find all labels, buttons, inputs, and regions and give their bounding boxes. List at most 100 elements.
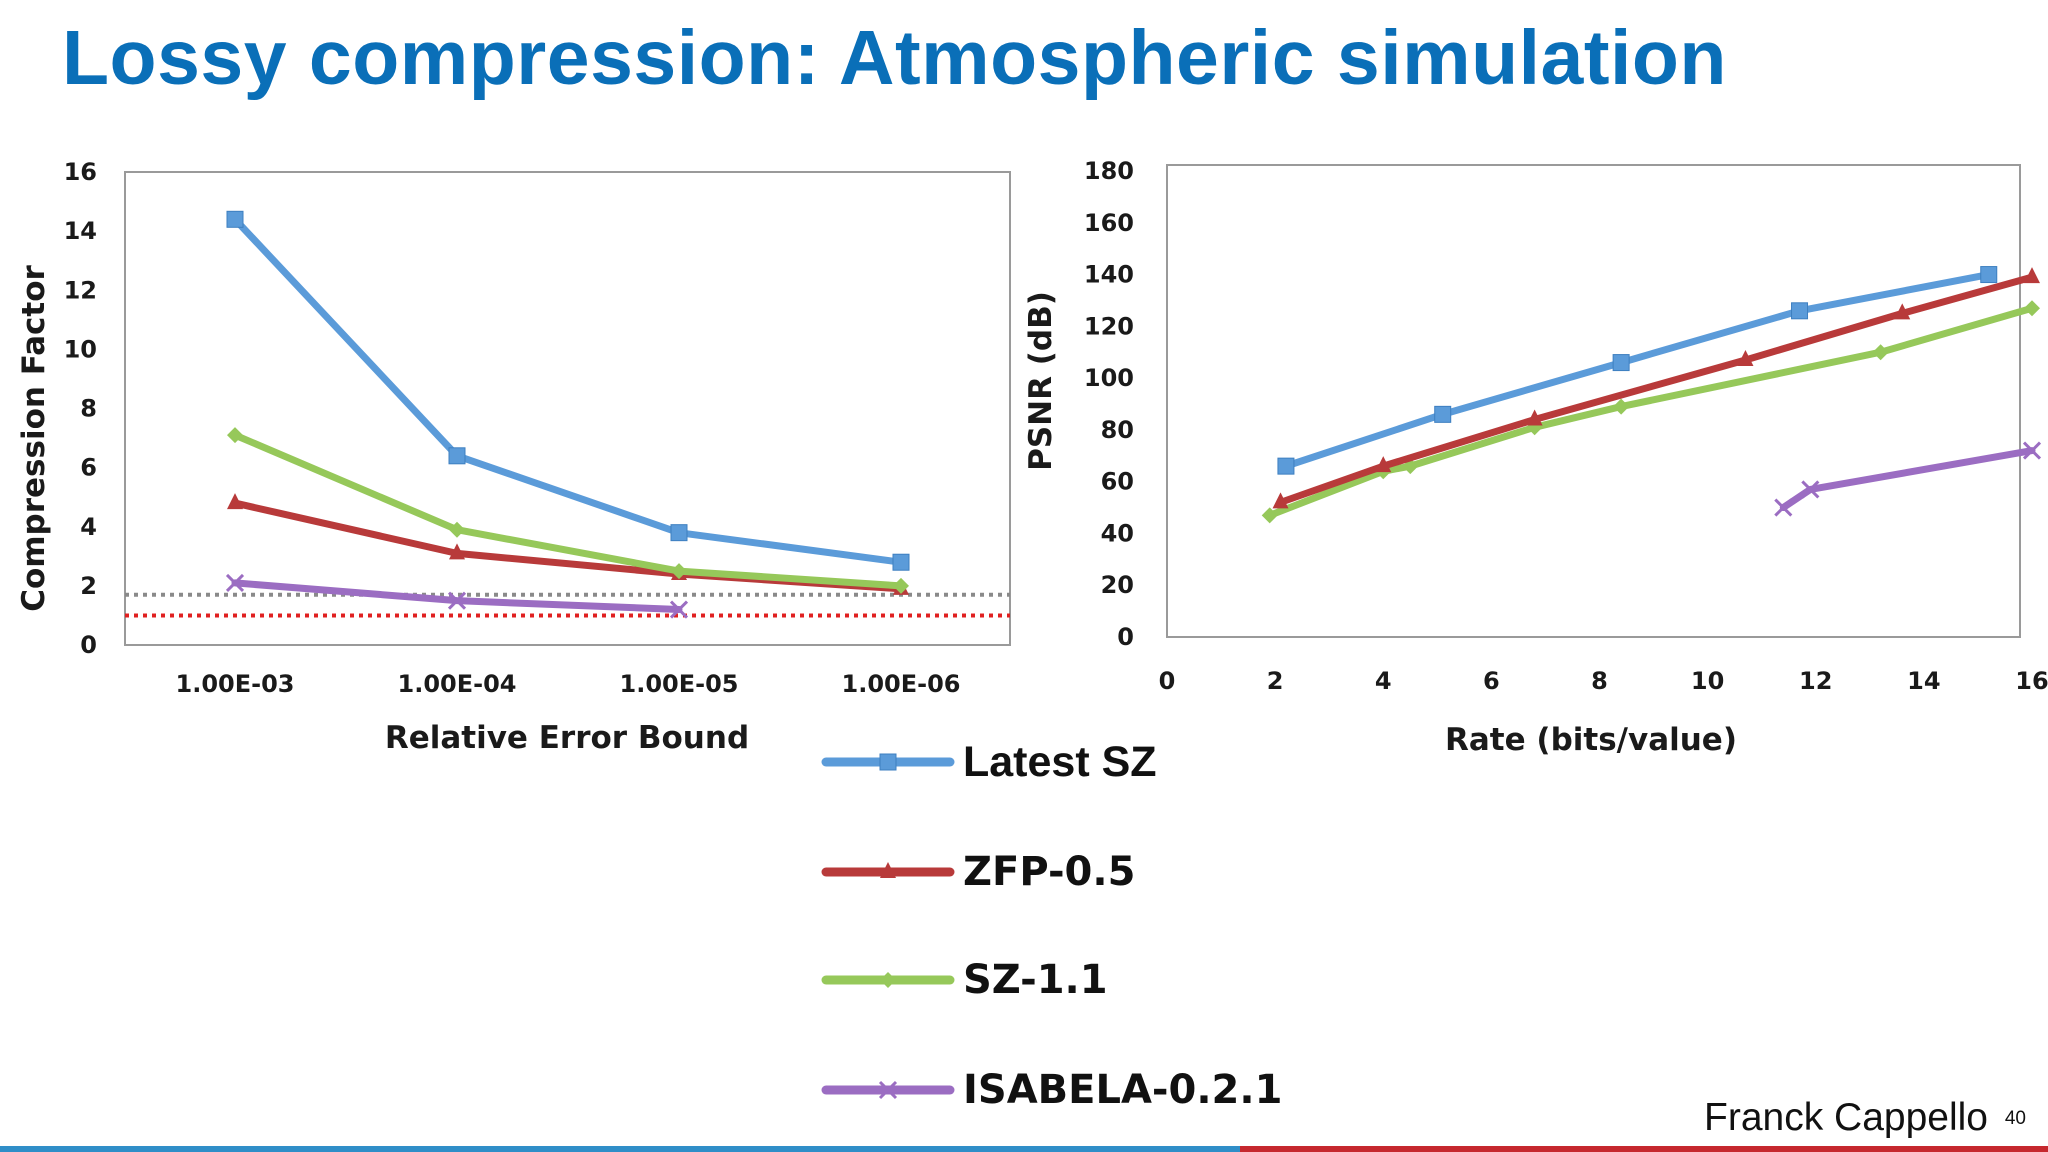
legend-marker-isabela xyxy=(878,1080,898,1100)
legend-swatch-latest-sz xyxy=(821,753,955,771)
data-point-isabela xyxy=(447,591,467,610)
x-tick-label: 12 xyxy=(1799,667,1832,695)
y-tick-label: 6 xyxy=(80,454,97,482)
legend-swatch-sz11 xyxy=(821,972,955,988)
series-line-isabela xyxy=(1779,447,2036,512)
x-tick-label: 0 xyxy=(1159,667,1176,695)
footer-bar-blue xyxy=(0,1146,1240,1152)
series-line-sz11 xyxy=(1266,304,2036,519)
x-axis-title: Rate (bits/value) xyxy=(1445,722,1737,758)
data-point-zfp xyxy=(1272,492,1289,509)
data-point-zfp xyxy=(1737,349,1754,366)
data-point-sz11 xyxy=(2024,300,2040,317)
plot-frame-left xyxy=(124,171,1011,646)
y-tick-label: 120 xyxy=(1084,312,1134,340)
x-tick-label: 4 xyxy=(1375,667,1392,695)
x-tick-label: 1.00E-05 xyxy=(620,670,739,698)
data-point-zfp xyxy=(449,543,465,560)
data-point-isabela xyxy=(1801,480,1820,499)
data-point-isabela xyxy=(2022,441,2042,460)
data-point-isabela xyxy=(1774,498,1793,517)
data-point-sz11 xyxy=(1261,507,1278,524)
compression-factor-chart: 0 2 4 6 8 10 12 14 16 1.00E-03 1.00E-04 1.00E-05 1.0… xyxy=(16,158,1011,756)
x-tick-label: 16 xyxy=(2015,667,2048,695)
x-tick-label: 14 xyxy=(1907,667,1940,695)
page-number: 40 xyxy=(2004,1108,2026,1129)
data-point-latest_sz xyxy=(1980,266,1998,284)
data-point-latest_sz xyxy=(892,553,910,571)
data-point-latest_sz xyxy=(670,524,688,542)
y-tick-label: 10 xyxy=(64,335,97,363)
legend-item-zfp: ZFP-0.5 xyxy=(820,842,1135,902)
x-tick-label: 8 xyxy=(1591,667,1608,695)
x-axis-title: Relative Error Bound xyxy=(385,720,749,756)
x-tick-label: 6 xyxy=(1483,667,1500,695)
y-tick-label: 16 xyxy=(64,158,97,186)
y-tick-label: 0 xyxy=(80,631,97,659)
data-point-isabela-b xyxy=(669,600,689,619)
y-tick-label: 140 xyxy=(1084,261,1134,289)
y-tick-label: 180 xyxy=(1084,157,1134,185)
data-point-isabela-b xyxy=(1774,498,1793,517)
data-point-sz11 xyxy=(893,577,909,594)
y-tick-label: 80 xyxy=(1101,416,1134,444)
legend-label-latest-sz: Latest SZ xyxy=(963,737,1157,786)
series-line-sz11 xyxy=(231,431,905,590)
y-tick-label: 20 xyxy=(1101,571,1134,599)
legend-swatch-zfp xyxy=(821,862,955,878)
y-tick-label: 40 xyxy=(1101,519,1134,547)
plot-frame-right xyxy=(1166,164,2021,638)
data-point-latest_sz xyxy=(448,447,466,465)
x-tick-label: 1.00E-04 xyxy=(398,670,517,698)
y-tick-label: 100 xyxy=(1084,364,1134,392)
footer-bar-red xyxy=(1240,1146,2048,1152)
legend-item-latest-sz: Latest SZ xyxy=(820,732,1157,792)
data-point-isabela-b xyxy=(225,573,245,592)
data-point-zfp xyxy=(2024,267,2040,284)
y-axis-title: Compression Factor xyxy=(16,264,52,611)
data-point-latest_sz xyxy=(226,210,244,228)
data-point-sz11 xyxy=(449,521,465,538)
y-tick-label: 2 xyxy=(80,572,97,600)
y-tick-label: 12 xyxy=(64,276,97,304)
data-point-sz11 xyxy=(1872,344,1889,361)
data-point-isabela xyxy=(669,600,689,619)
psnr-rate-chart: 0 20 40 60 80 100 120 140 160 180 0 2 4 6 8 10 12 14 16 Rat… xyxy=(1023,157,2048,758)
data-point-zfp xyxy=(227,493,243,510)
legend-marker-isabela-b xyxy=(878,1080,898,1100)
legend-swatch-isabela xyxy=(821,1080,955,1100)
data-point-latest_sz xyxy=(1434,405,1452,423)
legend-item-sz11: SZ-1.1 xyxy=(820,950,1108,1010)
y-tick-label: 4 xyxy=(80,513,97,541)
y-tick-label: 160 xyxy=(1084,209,1134,237)
data-point-isabela-b xyxy=(447,591,467,610)
data-point-sz11 xyxy=(227,427,243,444)
data-point-zfp xyxy=(1526,409,1543,426)
legend-label-isabela: ISABELA-0.2.1 xyxy=(963,1067,1283,1113)
y-tick-label: 14 xyxy=(64,217,97,245)
series-line-zfp xyxy=(1277,273,2036,506)
x-tick-label: 2 xyxy=(1267,667,1284,695)
data-point-isabela-b xyxy=(1801,480,1820,499)
data-point-zfp xyxy=(1375,456,1392,473)
author-name: Franck Cappello xyxy=(1704,1096,1988,1139)
x-tick-label: 1.00E-06 xyxy=(842,670,961,698)
y-tick-label: 8 xyxy=(80,395,97,423)
legend-marker-latest_sz xyxy=(879,753,897,771)
x-tick-label: 1.00E-03 xyxy=(176,670,295,698)
legend-marker-sz11 xyxy=(880,972,896,988)
data-point-isabela xyxy=(225,573,245,592)
chart-legend: Latest SZ ZFP-0.5 SZ-1.1 ISABELA-0.2.1 xyxy=(820,730,1340,1130)
series-line-latest_sz xyxy=(231,215,905,566)
legend-label-zfp: ZFP-0.5 xyxy=(963,849,1136,895)
data-point-zfp xyxy=(1894,303,1911,320)
y-axis-title: PSNR (dB) xyxy=(1023,291,1059,471)
data-point-latest_sz xyxy=(1791,302,1809,320)
legend-label-sz11: SZ-1.1 xyxy=(963,957,1108,1003)
legend-item-isabela: ISABELA-0.2.1 xyxy=(820,1060,1282,1120)
x-tick-label: 10 xyxy=(1691,667,1724,695)
data-point-isabela-b xyxy=(2022,441,2042,460)
data-point-sz11 xyxy=(1613,398,1630,415)
series-line-latest_sz xyxy=(1282,271,1993,470)
y-tick-label: 60 xyxy=(1101,468,1134,496)
